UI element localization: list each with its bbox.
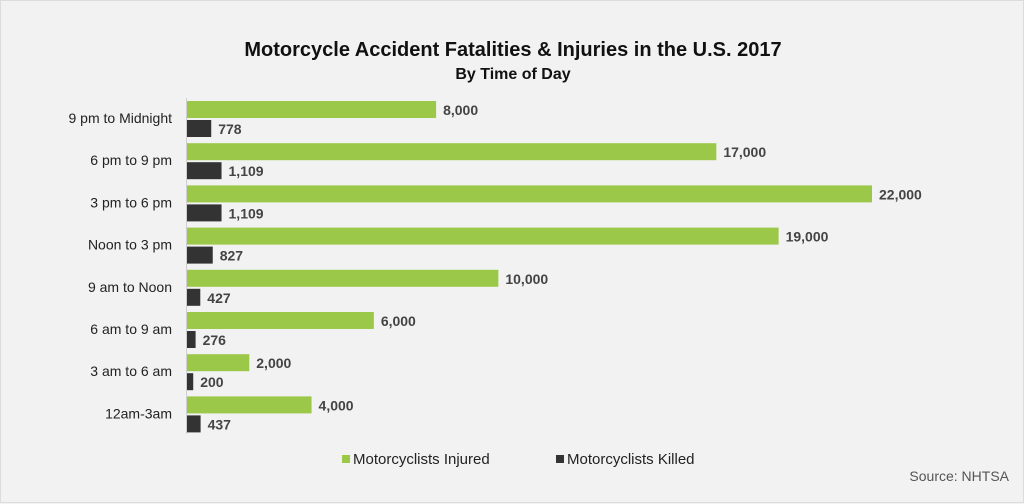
- bar-injured: [187, 396, 312, 414]
- data-label-killed: 437: [208, 416, 232, 432]
- data-label-injured: 19,000: [786, 229, 829, 245]
- bar-injured: [187, 354, 250, 372]
- bar-injured: [187, 101, 437, 118]
- bar-killed: [187, 204, 222, 222]
- bar-killed: [187, 373, 194, 391]
- data-label-injured: 22,000: [879, 186, 922, 202]
- data-label-injured: 6,000: [381, 313, 416, 329]
- category-label: Noon to 3 pm: [88, 237, 172, 253]
- category-label: 12am-3am: [105, 405, 172, 421]
- category-label: 6 am to 9 am: [90, 321, 172, 337]
- data-label-injured: 17,000: [723, 144, 766, 160]
- data-label-killed: 778: [218, 121, 242, 137]
- source-note: Source: NHTSA: [909, 468, 1009, 484]
- bar-killed: [187, 331, 196, 348]
- legend-swatch-killed: [556, 455, 564, 463]
- chart-title: Motorcycle Accident Fatalities & Injurie…: [244, 39, 781, 61]
- legend-swatch-injured: [342, 455, 350, 463]
- bar-injured: [187, 227, 779, 245]
- category-label: 6 pm to 9 pm: [90, 152, 172, 168]
- category-label: 3 pm to 6 pm: [90, 194, 172, 210]
- legend-label-injured: Motorcyclists Injured: [353, 451, 490, 468]
- bar-injured: [187, 143, 717, 161]
- bar-injured: [187, 185, 872, 203]
- category-label: 9 am to Noon: [88, 279, 172, 295]
- bar-killed: [187, 246, 213, 264]
- data-label-killed: 1,109: [229, 205, 264, 221]
- bar-killed: [187, 288, 201, 306]
- data-label-injured: 2,000: [256, 355, 291, 371]
- data-label-killed: 827: [220, 248, 244, 264]
- data-label-killed: 427: [207, 290, 231, 306]
- data-label-injured: 10,000: [505, 271, 548, 287]
- bar-injured: [187, 269, 499, 287]
- chart-subtitle: By Time of Day: [455, 66, 570, 83]
- data-label-injured: 8,000: [443, 102, 478, 118]
- data-label-killed: 276: [203, 332, 227, 348]
- bar-killed: [187, 120, 212, 137]
- data-label-injured: 4,000: [319, 397, 354, 413]
- bar-killed: [187, 415, 201, 433]
- bar-injured: [187, 312, 374, 329]
- bar-killed: [187, 162, 222, 180]
- data-label-killed: 1,109: [229, 163, 264, 179]
- category-label: 9 pm to Midnight: [69, 110, 173, 126]
- category-label: 3 am to 6 am: [90, 363, 172, 379]
- legend-label-killed: Motorcyclists Killed: [567, 451, 695, 468]
- data-label-killed: 200: [200, 374, 224, 390]
